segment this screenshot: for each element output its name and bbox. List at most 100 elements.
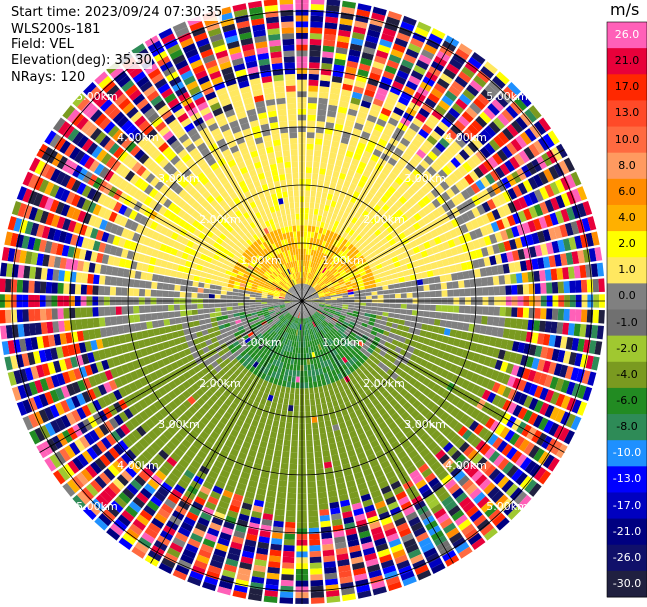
range-gate (63, 320, 71, 332)
range-gate (472, 239, 481, 250)
range-gate (426, 324, 434, 332)
range-gate (528, 105, 542, 120)
range-gate (337, 250, 344, 257)
range-gate (323, 133, 333, 141)
range-gate (352, 403, 360, 412)
range-gate (400, 287, 407, 293)
range-gate (418, 291, 425, 298)
range-gate (308, 376, 313, 383)
range-gate (372, 270, 379, 276)
range-gate (570, 221, 580, 235)
range-gate (423, 547, 438, 559)
range-gate (329, 309, 336, 313)
range-gate (357, 317, 364, 323)
range-gate (402, 191, 412, 201)
range-gate (317, 278, 322, 285)
range-gate (306, 149, 314, 156)
range-gate (531, 357, 540, 370)
range-gate (432, 268, 440, 277)
range-gate (382, 311, 389, 317)
range-gate (307, 301, 314, 304)
range-gate (540, 282, 547, 294)
range-gate (542, 256, 551, 269)
range-gate (311, 290, 317, 295)
range-gate (296, 341, 299, 348)
range-gate (394, 308, 401, 314)
range-gate (238, 292, 245, 297)
range-gate (414, 26, 429, 38)
range-gate (460, 402, 471, 413)
range-gate (327, 323, 333, 329)
range-gate (322, 384, 329, 392)
range-gate (320, 197, 327, 205)
range-gate (533, 203, 544, 217)
range-gate (319, 168, 326, 175)
range-gate (488, 121, 501, 134)
range-gate (138, 305, 146, 314)
range-gate (470, 218, 480, 229)
range-gate (323, 310, 329, 314)
range-gate (401, 425, 412, 435)
range-gate (491, 196, 502, 208)
range-gate (192, 315, 199, 321)
range-gate (176, 323, 183, 331)
range-gate (399, 388, 408, 397)
range-gate (501, 443, 513, 457)
range-gate (327, 243, 333, 250)
range-gate (109, 306, 117, 316)
range-gate (394, 162, 405, 172)
range-gate (471, 51, 486, 65)
range-gate (345, 361, 352, 369)
range-gate (479, 443, 491, 456)
range-gate (332, 261, 338, 268)
range-gate (308, 79, 319, 87)
range-gate (445, 371, 455, 382)
range-gate (343, 180, 351, 188)
range-gate (334, 312, 341, 317)
range-gate (226, 287, 234, 292)
range-gate (203, 313, 211, 319)
range-gate (306, 260, 310, 267)
range-gate (382, 285, 389, 291)
range-gate (366, 229, 374, 237)
range-gate (168, 311, 175, 318)
range-gate (382, 365, 390, 373)
range-gate (287, 492, 297, 500)
range-gate (425, 331, 433, 339)
range-gate (349, 102, 360, 111)
range-gate (214, 289, 222, 295)
range-gate (311, 369, 316, 377)
range-gate (366, 347, 374, 354)
range-gate (255, 304, 262, 307)
range-gate (400, 21, 415, 32)
range-gate (98, 306, 105, 317)
range-gate (449, 532, 463, 544)
range-gate (0, 278, 6, 293)
range-gate (323, 455, 332, 463)
range-gate (551, 240, 560, 254)
range-gate (429, 177, 439, 187)
range-gate (371, 306, 378, 311)
range-gate (483, 356, 492, 367)
range-gate (310, 21, 323, 28)
range-gate (363, 281, 370, 286)
range-gate (563, 281, 570, 294)
range-gate (410, 553, 424, 565)
range-gate (51, 308, 58, 320)
range-gate (309, 50, 321, 57)
range-gate (485, 367, 494, 379)
range-gate (399, 336, 407, 343)
range-gate (342, 83, 353, 92)
range-gate (370, 225, 378, 233)
range-gate (542, 133, 555, 148)
range-gate (302, 283, 305, 290)
range-gate (325, 217, 331, 224)
range-gate (369, 459, 380, 468)
range-gate (309, 56, 321, 63)
range-gate (393, 313, 401, 319)
range-gate (320, 520, 331, 528)
range-gate (320, 74, 331, 82)
range-gate (560, 411, 571, 426)
range-gate (384, 341, 392, 348)
range-gate (174, 311, 181, 318)
